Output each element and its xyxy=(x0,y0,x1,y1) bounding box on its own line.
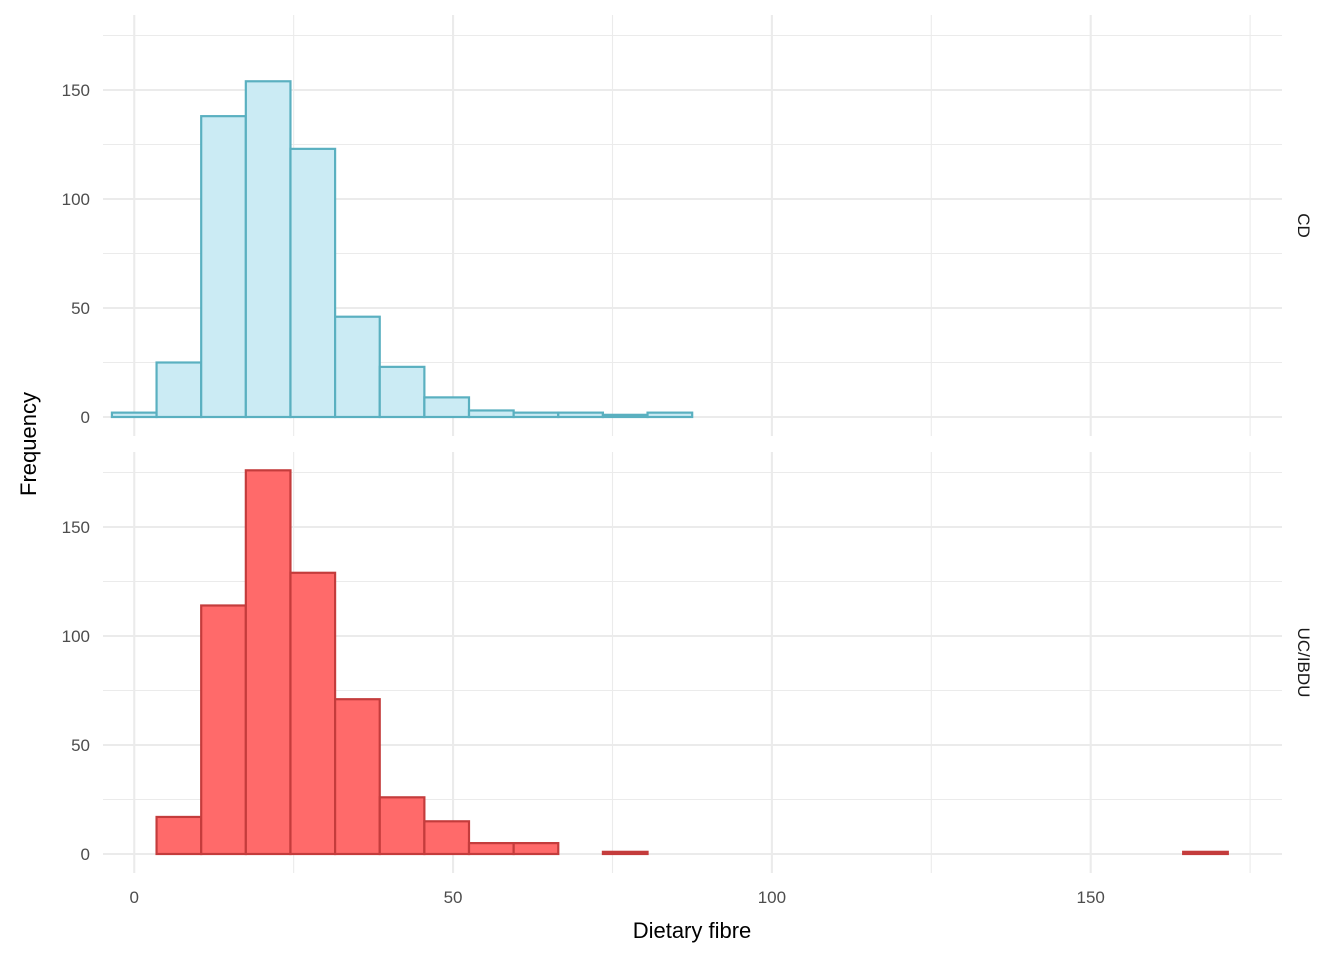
histogram-bar xyxy=(378,365,426,419)
histogram-bar xyxy=(289,571,337,856)
histogram-bar xyxy=(601,413,649,419)
facet-panel-cd: 0 50 100 150 CD xyxy=(62,15,1313,436)
y-axis-title: Frequency xyxy=(16,392,41,496)
histogram-bar xyxy=(1182,850,1229,856)
x-axis-ticks: 0 50 100 150 xyxy=(130,888,1105,907)
y-tick-label: 100 xyxy=(62,627,90,646)
y-tick-label: 150 xyxy=(62,81,90,100)
facet-panel-uc-ibdu: 0 50 100 150 UC/IBDU xyxy=(62,452,1313,873)
y-tick-label: 0 xyxy=(81,845,90,864)
histogram-bar xyxy=(155,361,203,419)
histogram-bar xyxy=(200,604,247,856)
histogram-bar xyxy=(378,796,426,856)
x-tick-label: 0 xyxy=(130,888,139,907)
histogram-bar xyxy=(512,411,560,419)
facet-strip-label: UC/IBDU xyxy=(1294,628,1313,698)
x-tick-label: 100 xyxy=(758,888,786,907)
histogram-bar xyxy=(467,841,515,856)
histogram-bar xyxy=(244,80,292,419)
histogram-bar xyxy=(334,698,381,856)
y-tick-label: 50 xyxy=(71,736,90,755)
y-tick-label: 50 xyxy=(71,299,90,318)
histogram-bar xyxy=(557,411,605,419)
histogram-bar xyxy=(646,411,694,419)
x-axis-title: Dietary fibre xyxy=(633,918,752,943)
y-tick-label: 0 xyxy=(81,408,90,427)
histogram-bar xyxy=(110,411,158,419)
histogram-bar xyxy=(601,850,649,856)
facet-strip-label: CD xyxy=(1294,213,1313,238)
histogram-bar xyxy=(423,396,471,419)
y-tick-label: 100 xyxy=(62,190,90,209)
histogram-bar xyxy=(155,815,203,856)
histogram-bar xyxy=(423,820,471,856)
facet-panels: 0 50 100 150 CD 0 50 100 150 UC/IBDU xyxy=(62,15,1313,873)
histogram-bar xyxy=(244,469,292,856)
histogram-bar xyxy=(467,409,515,419)
x-tick-label: 50 xyxy=(444,888,463,907)
histogram-bar xyxy=(289,147,337,419)
x-tick-label: 150 xyxy=(1077,888,1105,907)
y-tick-label: 150 xyxy=(62,518,90,537)
histogram-bar xyxy=(334,315,381,419)
histogram-bar xyxy=(200,115,247,419)
histogram-bar xyxy=(512,841,560,856)
